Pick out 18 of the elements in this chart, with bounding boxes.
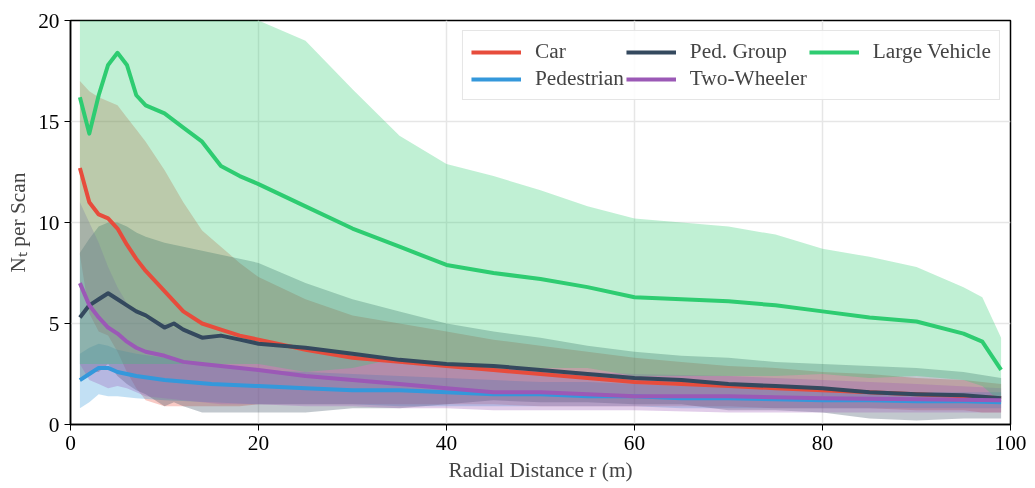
x-axis-title: Radial Distance r (m)	[448, 457, 633, 482]
y-tick-label: 5	[48, 311, 60, 336]
y-tick-label: 15	[38, 109, 60, 134]
y-tick-label: 0	[48, 412, 60, 437]
legend-label: Ped. Group	[689, 39, 787, 64]
x-tick-label: 60	[623, 430, 646, 455]
legend-label: Two-Wheeler	[689, 66, 807, 91]
y-axis-title: Nₜ per Scan	[6, 172, 31, 273]
legend-label: Pedestrian	[534, 66, 624, 91]
legend-label: Car	[534, 39, 566, 64]
x-tick-label: 100	[994, 430, 1027, 455]
x-tick-label: 40	[435, 430, 458, 455]
y-tick-label: 10	[38, 210, 60, 235]
x-tick-label: 80	[811, 430, 834, 455]
y-tick-label: 20	[38, 8, 60, 33]
legend-label: Large Vehicle	[872, 39, 991, 64]
x-tick-label: 20	[247, 430, 270, 455]
x-tick-label: 0	[65, 430, 76, 455]
